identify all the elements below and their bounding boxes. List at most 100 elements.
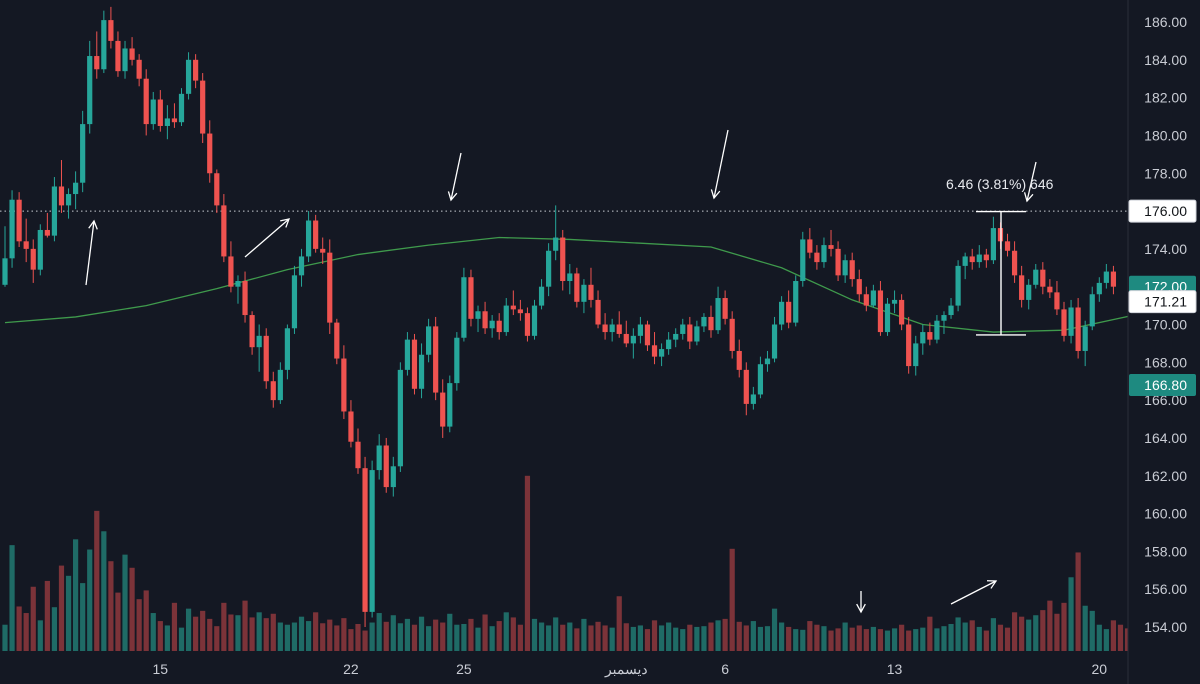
candle-body [1103, 271, 1109, 283]
candle [793, 275, 799, 327]
volume-bar [609, 627, 615, 651]
volume-bar [503, 612, 509, 651]
volume-bar [743, 625, 749, 651]
candle [200, 73, 206, 143]
candle [122, 40, 128, 79]
candle-body [1068, 307, 1074, 336]
x-tick-label: 22 [343, 661, 359, 677]
candle-body [221, 205, 227, 257]
x-tick-label: 13 [887, 661, 903, 677]
y-tick-label: 156.00 [1144, 581, 1187, 597]
volume-bar [574, 628, 580, 651]
candle-body [976, 254, 982, 263]
y-axis[interactable]: 154.00 156.00 158.00 160.00 162.00 164.00 166.… [1127, 0, 1200, 684]
volume-bar [101, 531, 107, 651]
candle-body [771, 324, 778, 359]
candle-body [136, 59, 142, 79]
candle [348, 400, 354, 448]
candle [37, 224, 43, 276]
candle-body [73, 182, 79, 195]
candle [475, 305, 481, 333]
candle-body [680, 324, 686, 334]
candle-body [503, 305, 509, 333]
volume-bar [143, 590, 149, 651]
candle [821, 237, 827, 268]
volume-bar [404, 618, 411, 651]
volume-bar [835, 628, 841, 651]
volume-bar [298, 616, 305, 651]
candle-body [588, 284, 594, 300]
volume-bar [1004, 627, 1011, 651]
annotation-arrow-down [856, 591, 866, 614]
candle [616, 311, 622, 338]
candle [623, 320, 629, 348]
candle [538, 279, 545, 310]
volume-bar [934, 628, 940, 651]
candle [87, 40, 93, 134]
measurement-tool: 6.46 (3.81%) 646 [946, 176, 1054, 336]
volume-bar [447, 613, 453, 651]
arrow-head [280, 218, 291, 228]
volume-bar [1117, 624, 1124, 651]
volume-bar [715, 620, 721, 651]
candle [983, 248, 989, 268]
arrow-shaft [1026, 161, 1037, 202]
volume-bar [16, 606, 22, 651]
volume-bar [856, 625, 862, 651]
volume-bar [800, 629, 806, 651]
volume-bar [1110, 620, 1117, 651]
volume-bar [842, 622, 848, 651]
candle [58, 160, 65, 213]
candle-body [482, 311, 488, 329]
candle-body [426, 326, 432, 355]
candle-body [842, 260, 848, 276]
candle [715, 286, 721, 334]
candle-body [1082, 326, 1088, 351]
candle [334, 318, 340, 365]
price-badge-box [1128, 199, 1197, 223]
candles-layer [2, 6, 1117, 627]
candle-body [440, 392, 446, 427]
volume-bar [680, 629, 686, 651]
candle-body [9, 199, 15, 259]
volume-bar [849, 627, 855, 651]
candle [595, 290, 601, 329]
candle [1026, 279, 1032, 310]
volume-bar [94, 510, 100, 651]
candle [1047, 279, 1053, 299]
candle [496, 313, 502, 340]
candle-body [920, 332, 926, 344]
volume-bar [1047, 600, 1053, 651]
volume-bar [334, 625, 340, 651]
candle-body [553, 237, 559, 251]
y-tick-label: 182.00 [1144, 90, 1187, 106]
candle [482, 301, 488, 334]
candle-body [990, 228, 996, 261]
volume-bar [9, 545, 15, 651]
candle-body [934, 320, 940, 340]
candle-body [891, 299, 898, 304]
candle-body [1040, 269, 1046, 287]
candle [588, 267, 594, 308]
candle [242, 271, 248, 323]
candle [376, 434, 382, 480]
volume-bar [30, 586, 36, 651]
candle [94, 31, 100, 79]
volume-bar [1033, 615, 1039, 651]
arrow-head [447, 191, 458, 202]
volume-bar [185, 608, 192, 651]
candle-body [115, 40, 121, 72]
annotation-arrow-diagonal [244, 218, 291, 258]
volume-bar [1089, 610, 1095, 651]
volume-bar [489, 626, 495, 651]
price-badge-box [1129, 374, 1196, 396]
candle [1075, 298, 1081, 359]
y-tick-label: 180.00 [1144, 127, 1187, 143]
candle [913, 335, 919, 376]
volume-bar [362, 630, 368, 651]
candle [1096, 277, 1102, 302]
candle-body [623, 333, 629, 344]
volume-bar [927, 616, 933, 651]
